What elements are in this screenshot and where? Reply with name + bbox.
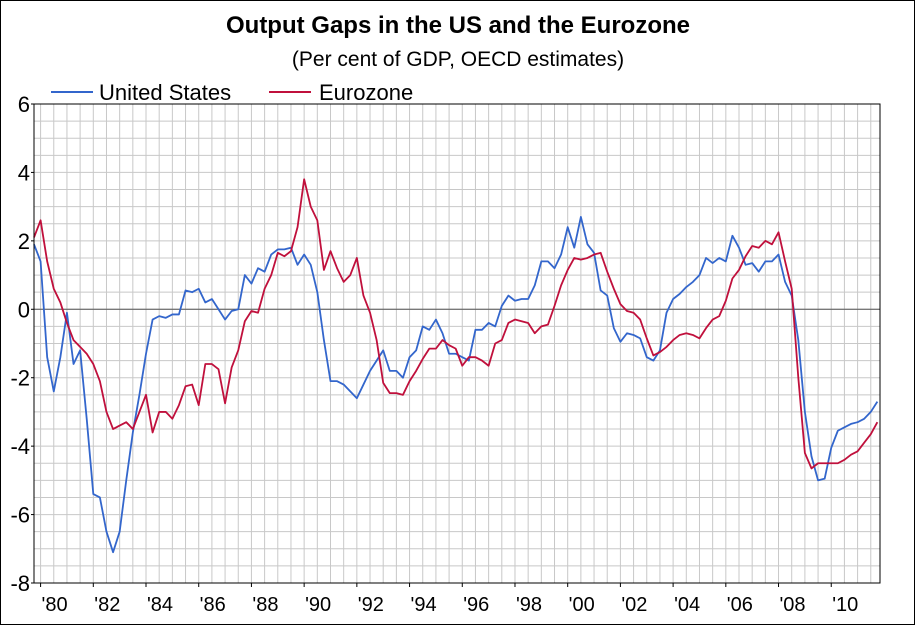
grid xyxy=(34,103,880,584)
legend: United States Eurozone xyxy=(51,80,413,105)
x-tick-label: '04 xyxy=(674,594,700,616)
x-tick-label: '06 xyxy=(727,594,753,616)
y-tick-label: 2 xyxy=(18,229,30,254)
y-tick-label: 6 xyxy=(18,92,30,117)
x-tick-label: '80 xyxy=(42,594,68,616)
y-tick-label: -4 xyxy=(10,434,30,459)
x-tick-label: '88 xyxy=(252,594,278,616)
legend-label-eurozone: Eurozone xyxy=(319,80,413,105)
chart-subtitle: (Per cent of GDP, OECD estimates) xyxy=(292,48,624,71)
x-axis-ticks: '80 '82 '84 '86 '88 '90 '92 '94 '96 '98 '00 '02 '04 '… xyxy=(40,583,858,616)
x-tick-label: '94 xyxy=(411,594,437,616)
x-tick-label: '10 xyxy=(832,594,858,616)
y-tick-label: -6 xyxy=(10,503,30,528)
y-tick-label: -8 xyxy=(10,571,30,596)
x-tick-label: '02 xyxy=(621,594,647,616)
x-tick-label: '00 xyxy=(569,594,595,616)
chart-title: Output Gaps in the US and the Eurozone xyxy=(226,12,690,39)
y-tick-label: -2 xyxy=(10,366,30,391)
legend-label-united-states: United States xyxy=(99,80,231,105)
x-tick-label: '90 xyxy=(305,594,331,616)
x-tick-label: '82 xyxy=(94,594,120,616)
x-tick-label: '96 xyxy=(463,594,489,616)
x-tick-label: '98 xyxy=(516,594,542,616)
y-axis-ticks: 6 4 2 0 -2 -4 -6 -8 xyxy=(10,92,34,596)
x-tick-label: '92 xyxy=(358,594,384,616)
x-tick-label: '08 xyxy=(779,594,805,616)
series-line-united-states xyxy=(33,216,879,554)
plot-area-border xyxy=(33,103,881,584)
series-group xyxy=(33,178,879,554)
y-tick-label: 4 xyxy=(18,160,30,185)
y-tick-label: 0 xyxy=(18,297,30,322)
x-tick-label: '86 xyxy=(200,594,226,616)
series-line-eurozone xyxy=(33,178,879,470)
x-tick-label: '84 xyxy=(147,594,173,616)
